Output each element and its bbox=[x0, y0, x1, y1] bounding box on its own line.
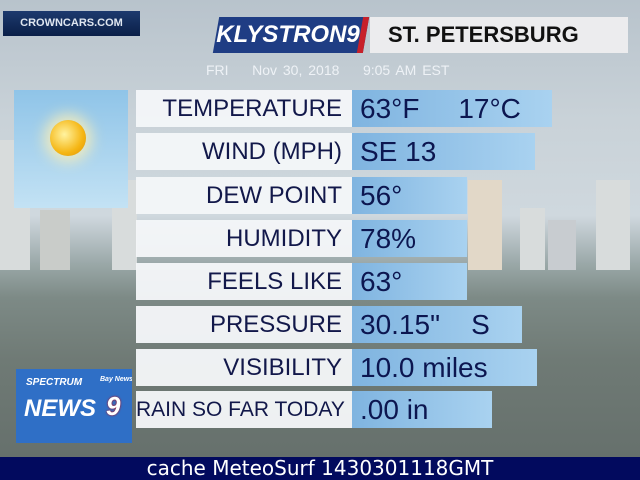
value-rain: .00 in bbox=[352, 391, 492, 428]
sponsor-banner: CROWNCARS.COM bbox=[3, 11, 140, 36]
logo-text: KLYSTRON9 bbox=[216, 21, 360, 48]
label-humidity: HUMIDITY bbox=[136, 220, 352, 257]
city-name: ST. PETERSBURG bbox=[370, 17, 628, 53]
footer-caption: cache MeteoSurf 1430301118GMT bbox=[0, 457, 640, 480]
spectrum-news-9-logo: SPECTRUM NEWS Bay News 9 bbox=[16, 369, 132, 443]
value-humidity: 78% bbox=[352, 220, 467, 257]
logo-number: 9 bbox=[106, 391, 121, 421]
logo-line2: NEWS bbox=[24, 395, 96, 422]
value-dew-point: 56° bbox=[352, 177, 467, 214]
logo-badge: Bay News bbox=[100, 376, 132, 383]
label-feels-like: FEELS LIKE bbox=[136, 263, 352, 300]
sunny-icon bbox=[50, 120, 86, 156]
value-feels-like: 63° bbox=[352, 263, 467, 300]
label-visibility: VISIBILITY bbox=[136, 349, 352, 386]
logo-line1: SPECTRUM bbox=[26, 377, 83, 388]
label-wind: WIND (MPH) bbox=[136, 133, 352, 170]
label-temperature: TEMPERATURE bbox=[136, 90, 352, 127]
label-pressure: PRESSURE bbox=[136, 306, 352, 343]
label-rain: RAIN SO FAR TODAY bbox=[136, 391, 352, 428]
value-wind: SE 13 bbox=[352, 133, 535, 170]
label-dew-point: DEW POINT bbox=[136, 177, 352, 214]
value-visibility: 10.0 miles bbox=[352, 349, 537, 386]
date-time: FRI Nov 30, 2018 9:05 AM EST bbox=[206, 62, 450, 78]
value-pressure: 30.15" S bbox=[352, 306, 522, 343]
klystron9-logo: KLYSTRON9 bbox=[212, 17, 370, 53]
value-temperature: 63°F 17°C bbox=[352, 90, 552, 127]
